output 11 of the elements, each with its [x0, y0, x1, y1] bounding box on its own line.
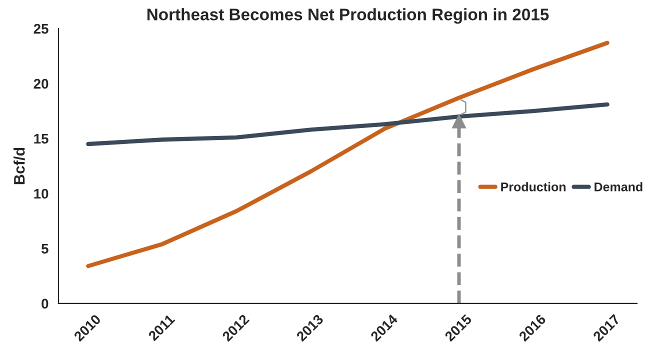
y-tick-label: 20 — [34, 78, 48, 89]
y-tick-label: 5 — [41, 244, 48, 254]
line-series — [86, 102, 610, 146]
y-tick-label: 10 — [34, 188, 48, 199]
y-tick-label: 25 — [34, 24, 48, 34]
y-axis-title: Bcf/d — [14, 148, 25, 184]
y-tick-label: 0 — [42, 298, 48, 309]
chart-title: Northeast Becomes Net Production Region in 2015 — [147, 8, 549, 24]
legend-label: Production — [501, 182, 566, 192]
y-tick-label: 15 — [34, 134, 48, 144]
legend-label: Demand — [594, 182, 642, 192]
